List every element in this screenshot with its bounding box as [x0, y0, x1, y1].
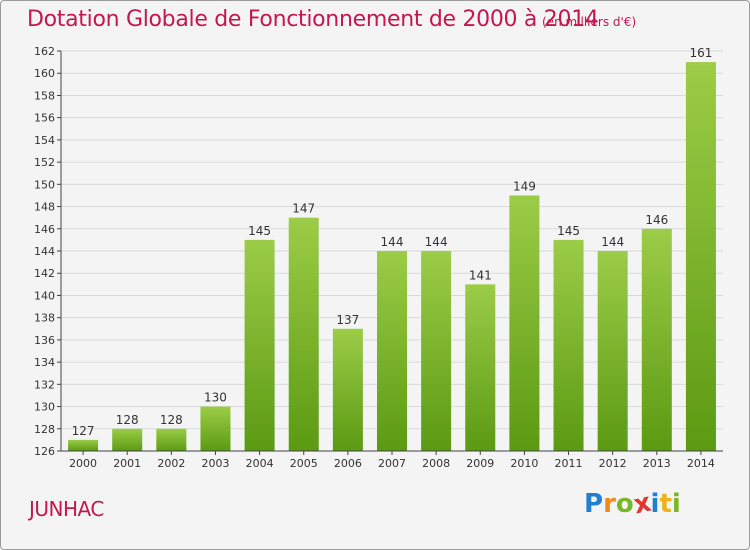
x-tick-label-2006: 2006 [334, 457, 362, 470]
x-tick-label-2007: 2007 [378, 457, 406, 470]
logo-letter: r [603, 489, 616, 519]
unit-note: (en milliers d'€) [542, 15, 637, 29]
x-tick-label-2012: 2012 [599, 457, 627, 470]
y-tick-label: 154 [34, 134, 55, 147]
y-tick-label: 140 [34, 289, 55, 302]
logo-letter: P [584, 489, 604, 519]
x-tick-label-2010: 2010 [510, 457, 538, 470]
y-tick-label: 148 [34, 201, 55, 214]
logo-letter: i [671, 489, 681, 519]
data-label-2010: 149 [513, 179, 536, 193]
logo-letter: o [615, 489, 634, 519]
y-tick-label: 150 [34, 178, 55, 191]
x-tick-label-2009: 2009 [466, 457, 494, 470]
bar-2012 [597, 251, 628, 451]
bar-2005 [288, 217, 319, 451]
logo-letter: i [650, 489, 660, 519]
bar-2011 [553, 239, 584, 451]
data-label-2012: 144 [601, 235, 624, 249]
y-tick-label: 130 [34, 401, 55, 414]
y-tick-label: 146 [34, 223, 55, 236]
bar-2009 [465, 284, 496, 451]
x-tick-label-2005: 2005 [290, 457, 318, 470]
bar-2003 [200, 406, 231, 451]
commune-name: JUNHAC [29, 497, 104, 521]
bar-2002 [156, 428, 187, 451]
data-label-2014: 161 [689, 46, 712, 60]
x-tick-label-2003: 2003 [201, 457, 229, 470]
data-label-2011: 145 [557, 224, 580, 238]
bar-2004 [244, 239, 275, 451]
data-label-2003: 130 [204, 391, 227, 405]
y-tick-label: 126 [34, 445, 55, 458]
data-label-2005: 147 [292, 202, 315, 216]
y-tick-label: 152 [34, 156, 55, 169]
x-tick-label-2014: 2014 [687, 457, 715, 470]
y-tick-label: 144 [34, 245, 55, 258]
y-tick-label: 128 [34, 423, 55, 436]
bar-2007 [376, 251, 408, 451]
bar-2010 [509, 195, 540, 451]
logo-letter: t [659, 489, 672, 519]
data-label-2006: 137 [336, 313, 359, 327]
x-tick-label-2013: 2013 [643, 457, 671, 470]
y-tick-label: 160 [34, 67, 55, 80]
x-tick-label-2002: 2002 [157, 457, 185, 470]
axes: 126 128 130 132 134 136 138 140 142 144 146 148 150 1… [34, 45, 723, 470]
data-label-2013: 146 [645, 213, 668, 227]
x-tick-label-2000: 2000 [69, 457, 97, 470]
y-tick-label: 162 [34, 45, 55, 58]
data-labels: 127 128 128 130 145 147 137 144 144 141 149 145 144 1… [72, 46, 713, 438]
data-label-2004: 145 [248, 224, 271, 238]
bar-2001 [112, 428, 143, 451]
y-tick-label: 142 [34, 267, 55, 280]
bar-2008 [421, 251, 452, 451]
y-tick-label: 138 [34, 312, 55, 325]
data-label-2000: 127 [72, 424, 95, 438]
data-label-2009: 141 [469, 268, 492, 282]
bars [68, 62, 716, 451]
data-label-2002: 128 [160, 413, 183, 427]
bar-2000 [68, 439, 99, 451]
bar-2006 [332, 328, 363, 451]
x-tick-label-2001: 2001 [113, 457, 141, 470]
y-tick-label: 156 [34, 112, 55, 125]
y-tick-label: 132 [34, 378, 55, 391]
data-label-2008: 144 [425, 235, 448, 249]
proxiti-logo: Proxiti [584, 488, 681, 521]
data-label-2001: 128 [116, 413, 139, 427]
x-tick-label-2008: 2008 [422, 457, 450, 470]
bar-2014 [685, 62, 716, 451]
chart-title: Dotation Globale de Fonctionnement de 20… [27, 7, 599, 32]
y-tick-label: 136 [34, 334, 55, 347]
x-tick-label-2004: 2004 [246, 457, 274, 470]
y-tick-label: 158 [34, 89, 55, 102]
bar-2013 [641, 228, 672, 451]
data-label-2007: 144 [381, 235, 404, 249]
y-tick-label: 134 [34, 356, 55, 369]
x-tick-label-2011: 2011 [555, 457, 583, 470]
